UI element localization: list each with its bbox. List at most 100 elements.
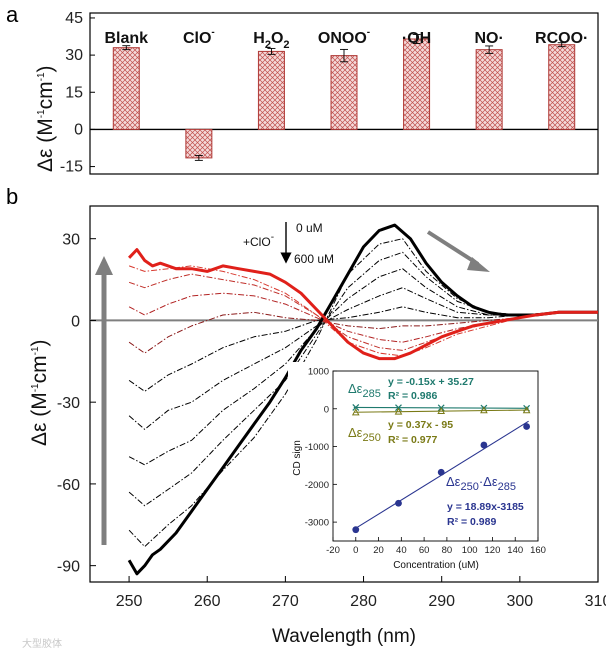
category-label: NO· bbox=[474, 30, 503, 47]
point-2 bbox=[437, 468, 445, 476]
point-1 bbox=[351, 408, 360, 416]
inset-x-tick-label: 40 bbox=[396, 545, 407, 556]
watermark: 大型胶体 bbox=[22, 637, 62, 650]
panel-a-category-labels: Blank ClO- H2O2 ONOO- ·OH NO· RCOO· bbox=[104, 27, 588, 51]
r2-285: R² = 0.986 bbox=[388, 390, 437, 402]
inset-x-tick-label: 140 bbox=[507, 545, 523, 556]
b-y-tick-label: 30 bbox=[62, 232, 80, 249]
point-1 bbox=[522, 406, 531, 414]
down-right-trend-arrow bbox=[426, 230, 490, 272]
fit-285: y = -0.15x + 35.27 bbox=[388, 376, 474, 388]
bar-·OH bbox=[403, 38, 431, 130]
category-label: RCOO· bbox=[535, 30, 588, 47]
cat-sub: 2 bbox=[265, 39, 271, 51]
panel-b-y-label: Δε (M-1cm-1) bbox=[28, 339, 51, 446]
inset-x-tick-label: 80 bbox=[442, 545, 453, 556]
cd-spectrum-intermediate bbox=[128, 273, 598, 351]
inset-frame bbox=[332, 370, 539, 542]
cat-base: ClO bbox=[183, 30, 211, 47]
cat-base: H bbox=[253, 30, 265, 47]
category-label: ONOO- bbox=[318, 27, 370, 47]
inset-x-tick-label: 20 bbox=[373, 545, 384, 556]
legend-product-label: Δε250·Δε285 bbox=[446, 474, 516, 493]
titration-annotation: +ClO- 0 uM 600 uM bbox=[243, 221, 334, 266]
inset-x-tick-label: -20 bbox=[326, 545, 340, 556]
bar-ONOO bbox=[330, 55, 358, 130]
inset-x-tick-label: 160 bbox=[530, 545, 546, 556]
point-1 bbox=[394, 407, 403, 415]
up-trend-arrow bbox=[95, 256, 113, 545]
point-1 bbox=[437, 406, 446, 415]
bar-Blank bbox=[112, 47, 140, 130]
inset-y-tick-label: -1000 bbox=[305, 442, 329, 453]
cd-spectrum-600-uM bbox=[128, 248, 598, 361]
inset-x-tick-label: 120 bbox=[485, 545, 501, 556]
panel-b-ticks: 250 260 270 280 290 300 310 -90 -60 -30 0 30 bbox=[57, 232, 606, 610]
inset-legend-product: Δε250·Δε285 y = 18.89x-3185 R² = 0.989 bbox=[446, 474, 524, 528]
b-x-tick-label: 300 bbox=[506, 593, 533, 610]
panel-a-frame bbox=[89, 12, 599, 175]
cat-sub2: 2 bbox=[283, 39, 289, 51]
cat-sup: - bbox=[211, 27, 214, 38]
inset-y-tick-label: 1000 bbox=[308, 367, 329, 378]
b-y-tick-label: -90 bbox=[57, 559, 80, 576]
cat-tail: O bbox=[271, 30, 283, 47]
inset-x-label: Concentration (uM) bbox=[393, 560, 479, 571]
cd-spectrum-intermediate bbox=[128, 306, 598, 392]
cd-spectrum-intermediate bbox=[128, 292, 598, 343]
cat-base: ·OH bbox=[402, 30, 431, 47]
b-y-tick-label: -30 bbox=[57, 395, 80, 412]
cat-base: NO· bbox=[474, 30, 503, 47]
cd-spectrum-intermediate bbox=[128, 268, 598, 466]
category-label: ·OH bbox=[402, 30, 431, 47]
category-label: ClO- bbox=[183, 27, 215, 47]
panel-b-x-label: Wavelength (nm) bbox=[272, 626, 416, 647]
b-x-tick-label: 290 bbox=[428, 593, 455, 610]
point-2 bbox=[352, 526, 360, 534]
conc-start-label: 0 uM bbox=[296, 221, 323, 235]
inset-legend-285: Δε285 y = -0.15x + 35.27 R² = 0.986 bbox=[348, 376, 474, 402]
cd-spectrum-intermediate bbox=[128, 265, 598, 357]
bar-NO· bbox=[475, 49, 503, 130]
inset-x-tick-label: 60 bbox=[419, 545, 430, 556]
point-2 bbox=[480, 441, 488, 449]
b-x-tick-label: 280 bbox=[350, 593, 377, 610]
inset-y-tick-label: -2000 bbox=[305, 480, 329, 491]
bar-RCOO· bbox=[548, 44, 576, 130]
panel-letter-a: a bbox=[6, 2, 19, 27]
b-x-tick-label: 270 bbox=[272, 593, 299, 610]
r2-250: R² = 0.977 bbox=[388, 434, 437, 446]
inset-legend-250: Δε250 y = 0.37x - 95 R² = 0.977 bbox=[348, 419, 453, 446]
point-2 bbox=[395, 499, 402, 507]
fit-product: y = 18.89x-3185 bbox=[447, 501, 524, 513]
cat-base: RCOO· bbox=[535, 30, 588, 47]
a-y-tick-label: 0 bbox=[74, 121, 83, 138]
inset-series bbox=[351, 404, 531, 534]
legend-250-label: Δε250 bbox=[348, 425, 381, 444]
cd-spectrum-intermediate bbox=[128, 311, 598, 354]
point-2 bbox=[523, 423, 531, 430]
bar-H2O2 bbox=[257, 50, 285, 130]
b-y-tick-label: 0 bbox=[71, 313, 80, 330]
cat-sup: - bbox=[367, 27, 370, 38]
panel-b-frame bbox=[89, 205, 599, 583]
a-y-tick-label: 30 bbox=[65, 47, 83, 64]
cd-spectrum-intermediate bbox=[128, 238, 598, 548]
a-y-tick-label: 45 bbox=[65, 10, 83, 27]
b-x-tick-label: 250 bbox=[116, 593, 143, 610]
a-y-tick-label: -15 bbox=[60, 159, 83, 176]
r2-product: R² = 0.989 bbox=[447, 516, 496, 528]
fit-250: y = 0.37x - 95 bbox=[388, 419, 453, 431]
category-label: Blank bbox=[104, 30, 148, 47]
b-x-tick-label: 310 bbox=[585, 593, 606, 610]
panel-letter-b: b bbox=[6, 184, 18, 209]
point-0 bbox=[352, 404, 360, 411]
cat-base: ONOO bbox=[318, 30, 367, 47]
reagent-label: +ClO- bbox=[243, 232, 274, 249]
inset-ticks: -20 0 20 40 60 80 100 120 140 160 1000 0 -1000 -2000 -… bbox=[305, 367, 546, 557]
b-y-tick-label: -60 bbox=[57, 477, 80, 494]
panel-b-series bbox=[127, 223, 598, 576]
b-x-tick-label: 260 bbox=[194, 593, 221, 610]
conc-end-label: 600 uM bbox=[294, 252, 334, 266]
inset-x-tick-label: 0 bbox=[353, 545, 358, 556]
